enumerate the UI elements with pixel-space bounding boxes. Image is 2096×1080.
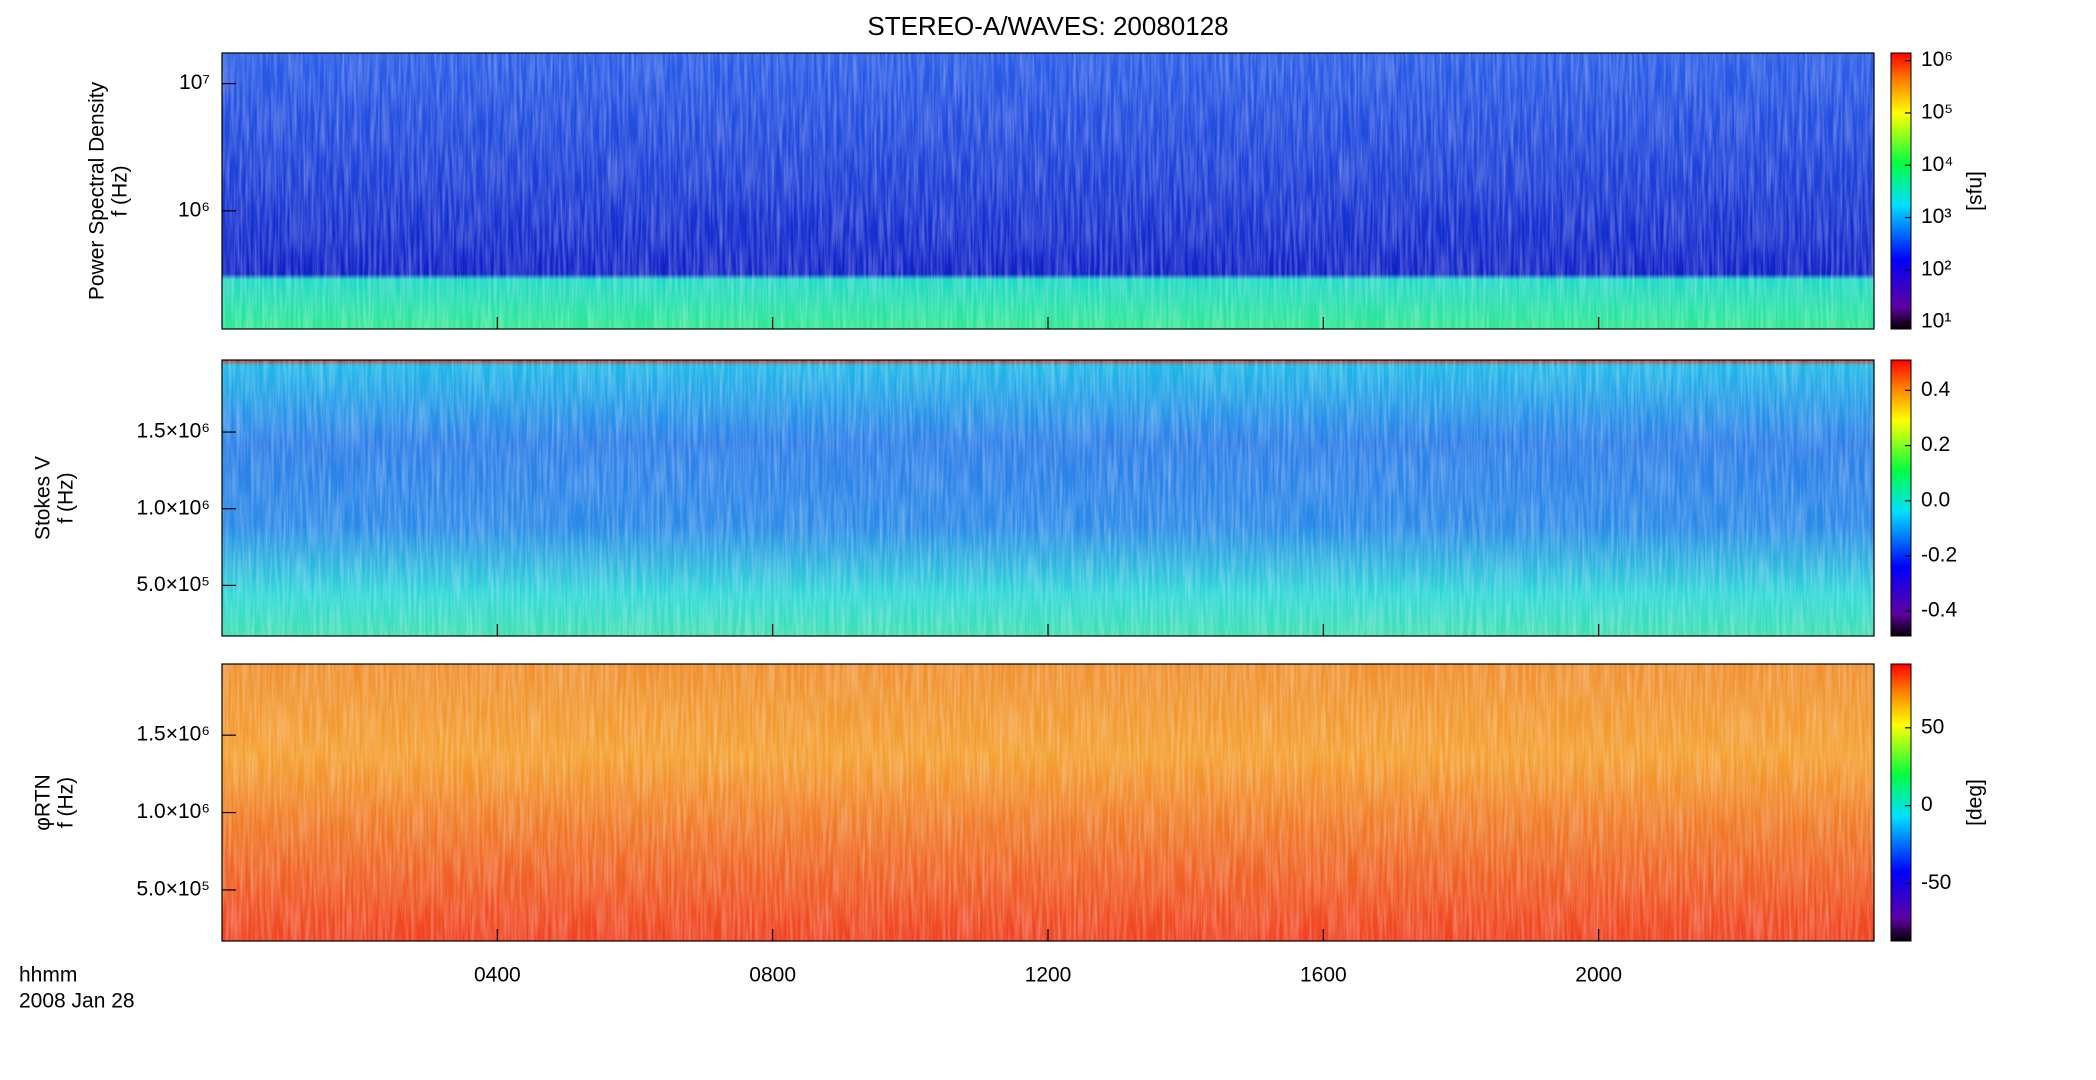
y-tick-label: 5.0×10⁵ (136, 877, 210, 900)
colorbar-tick-label: -50 (1921, 871, 1951, 894)
y-tick-label: 1.5×10⁶ (137, 723, 210, 746)
colorbar-tick-label: 10⁴ (1921, 153, 1953, 176)
x-axis-label: hhmm (19, 964, 77, 987)
y-tick-label: 1.0×10⁶ (137, 496, 210, 519)
x-tick-label: 1200 (1025, 964, 1072, 987)
y-tick-label: 10⁶ (178, 198, 210, 221)
colorbar-tick-label: 0.2 (1921, 433, 1950, 456)
y-axis-label: f (Hz) (55, 777, 78, 828)
y-tick-label: 5.0×10⁵ (136, 573, 210, 596)
x-tick-label: 1600 (1300, 964, 1347, 987)
colorbar-tick-label: 0 (1921, 793, 1933, 816)
colorbar-tick-label: 0.0 (1921, 488, 1950, 511)
date-label: 2008 Jan 28 (19, 990, 135, 1013)
colorbar (1890, 52, 1912, 330)
x-tick-label: 2000 (1575, 964, 1622, 987)
y-axis-label: φRTN (32, 774, 55, 830)
colorbar (1890, 359, 1912, 637)
colorbar-tick-label: 10² (1921, 257, 1951, 280)
colorbar-tick-label: 10³ (1921, 205, 1951, 228)
colorbar-tick-label: -0.2 (1921, 544, 1957, 567)
y-tick-label: 1.0×10⁶ (137, 800, 210, 823)
y-tick-label: 10⁷ (179, 71, 210, 94)
spectrogram-texture (222, 664, 1874, 941)
colorbar (1890, 663, 1912, 942)
x-tick-label: 0800 (749, 964, 796, 987)
y-axis-label: f (Hz) (55, 472, 78, 523)
x-tick-label: 0400 (474, 964, 521, 987)
spectrogram-texture (222, 360, 1874, 636)
colorbar-tick-label: 10¹ (1921, 310, 1951, 333)
chart-title: STEREO-A/WAVES: 20080128 (867, 11, 1228, 41)
y-axis-label: Power Spectral Density (86, 81, 109, 300)
colorbar-tick-label: -0.4 (1921, 599, 1958, 622)
y-tick-label: 1.5×10⁶ (137, 420, 210, 443)
colorbar-label: [deg] (1964, 779, 1987, 826)
colorbar-tick-label: 0.4 (1921, 378, 1951, 401)
colorbar-label: [sfu] (1964, 171, 1987, 211)
colorbar-tick-label: 50 (1921, 715, 1944, 738)
y-axis-label: Stokes V (32, 456, 55, 540)
spectrogram-texture (222, 53, 1874, 329)
y-axis-label: f (Hz) (109, 165, 132, 216)
colorbar-tick-label: 10⁵ (1921, 100, 1953, 123)
colorbar-tick-label: 10⁶ (1921, 48, 1953, 71)
